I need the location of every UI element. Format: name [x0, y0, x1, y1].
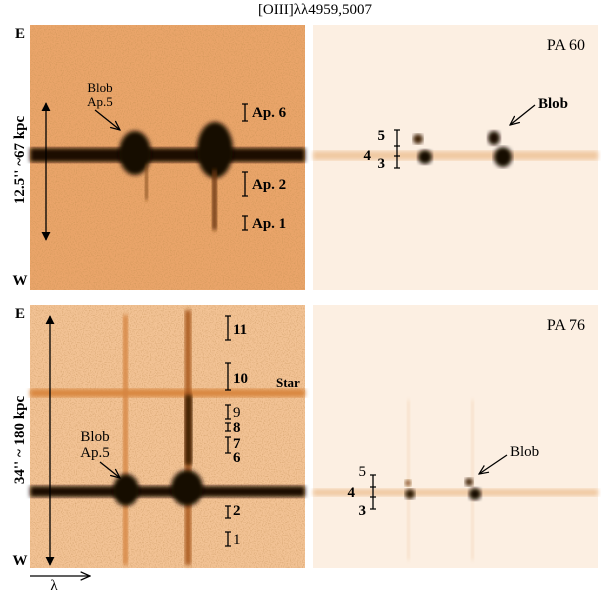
- aperture-label: 3: [378, 156, 386, 172]
- spectrum-panel: [30, 25, 305, 290]
- star-label: Star: [276, 375, 300, 390]
- model-panel: [313, 25, 598, 290]
- aperture-label: 4: [348, 485, 356, 501]
- aperture-label: 4: [364, 148, 372, 164]
- aperture-label: Ap. 2: [252, 177, 286, 193]
- aperture-label: 9: [233, 405, 241, 421]
- position-angle: PA 76: [547, 317, 585, 334]
- east-label: E: [15, 306, 25, 322]
- west-label: W: [13, 273, 28, 289]
- aperture-label: 10: [233, 371, 248, 387]
- aperture-label: 5: [359, 464, 367, 480]
- aperture-label: Ap. 1: [252, 216, 286, 232]
- blob-label: Blob: [80, 429, 109, 445]
- figure-title: [OIII]λλ4959,5007: [258, 2, 373, 18]
- blob-label: Blob: [538, 96, 568, 112]
- aperture-label: Ap. 6: [252, 105, 287, 121]
- aperture-label: 6: [233, 450, 241, 466]
- west-label: W: [13, 553, 28, 569]
- blob-label: Blob: [510, 444, 539, 460]
- model-panel: [313, 305, 598, 568]
- blob-label: Blob: [87, 80, 112, 95]
- aperture-label: 5: [378, 128, 386, 144]
- position-angle: PA 60: [547, 37, 585, 54]
- spectrum-panel: [30, 305, 305, 568]
- east-label: E: [15, 26, 25, 42]
- aperture-label: 3: [359, 503, 367, 519]
- aperture-label: 8: [233, 420, 241, 436]
- aperture-label: 2: [233, 503, 241, 519]
- blob-label: Ap.5: [87, 94, 113, 109]
- scale-label: 34'' ~ 180 kpc: [12, 396, 28, 485]
- wavelength-label: λ: [50, 578, 58, 592]
- aperture-label: 11: [233, 322, 247, 338]
- blob-label: Ap.5: [80, 445, 110, 461]
- aperture-label: 7: [233, 436, 241, 452]
- aperture-label: 1: [233, 532, 241, 548]
- scale-label: 12.5'' ~67 kpc: [12, 116, 28, 205]
